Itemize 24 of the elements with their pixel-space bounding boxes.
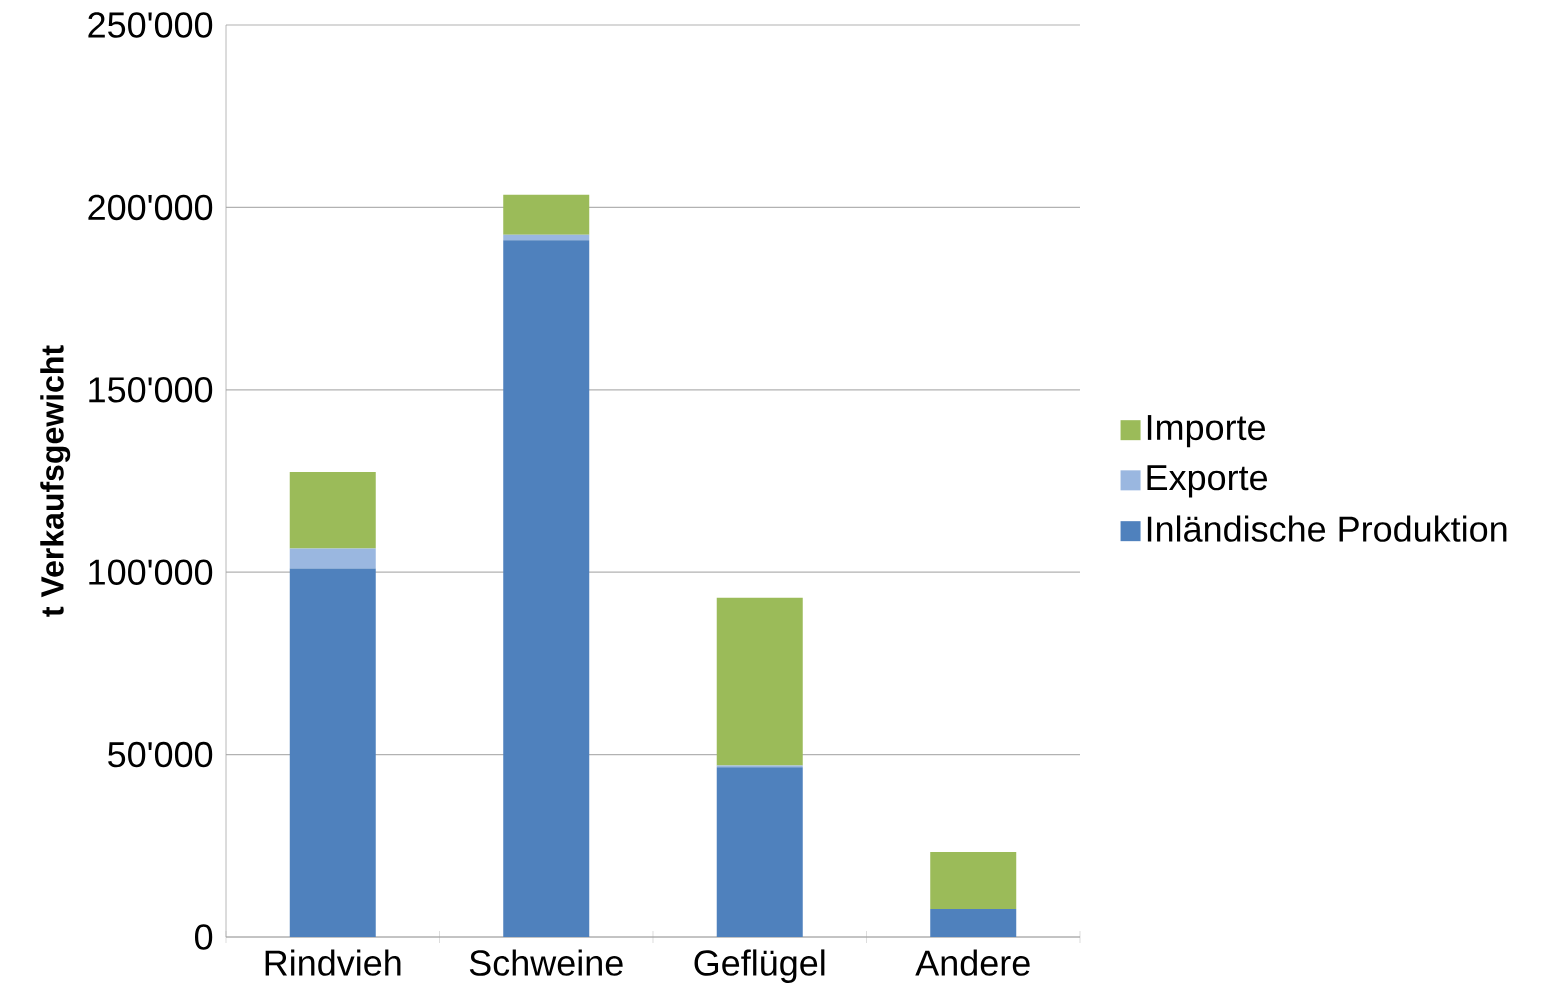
bar	[289, 548, 376, 569]
x-tick-label: Andere	[915, 949, 1030, 976]
bar	[503, 240, 590, 937]
bar	[503, 234, 590, 241]
bar	[930, 908, 1017, 937]
x-tick-label: Rindvieh	[265, 949, 401, 976]
y-tick-label: 50'000	[108, 741, 213, 768]
y-tick-label: 100'000	[89, 559, 213, 585]
legend-label: Importe	[1147, 415, 1265, 448]
bar	[716, 597, 803, 766]
bar	[289, 471, 376, 549]
y-tick-label: 200'000	[88, 194, 213, 221]
bar	[930, 852, 1017, 909]
y-tick-label: 150'000	[89, 377, 213, 403]
y-axis-title: t Verkaufsgewicht	[40, 345, 71, 617]
legend-label: Exporte	[1147, 465, 1268, 498]
bar	[716, 767, 803, 937]
y-tick-label: 0	[194, 924, 213, 950]
x-tick-label: Geflügel	[694, 949, 825, 983]
legend-label: Inländische Produktion	[1147, 515, 1507, 542]
y-tick-label: 250'000	[88, 12, 213, 38]
x-tick-label: Schweine	[469, 949, 623, 976]
bar	[289, 568, 376, 937]
bar	[503, 194, 590, 235]
